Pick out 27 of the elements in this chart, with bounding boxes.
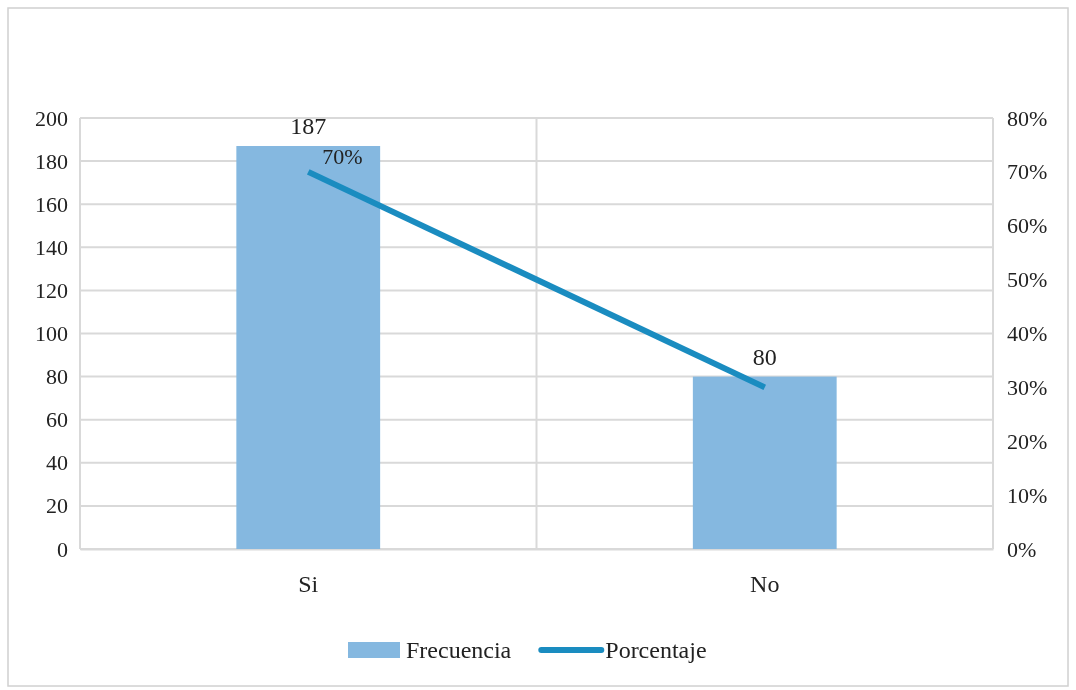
data-label: 70% <box>322 143 363 169</box>
legend-label: Porcentaje <box>605 637 707 663</box>
y-tick-label: 100 <box>35 321 68 347</box>
x-tick-label: No <box>750 571 780 598</box>
y-tick-label: 180 <box>35 148 68 174</box>
y-tick-label: 20 <box>46 493 68 519</box>
y-tick-label: 80 <box>46 364 68 390</box>
y2-tick-label: 70% <box>1007 159 1048 185</box>
x-tick-label: Si <box>298 571 319 598</box>
data-label: 80 <box>752 343 777 370</box>
y-tick-label: 0 <box>57 536 68 562</box>
y2-tick-label: 10% <box>1007 482 1048 508</box>
y2-tick-label: 40% <box>1007 321 1048 347</box>
y-tick-label: 40 <box>46 450 68 476</box>
y-tick-label: 140 <box>35 234 68 260</box>
y2-tick-label: 60% <box>1007 213 1048 239</box>
y-tick-label: 200 <box>35 105 68 131</box>
y2-tick-label: 80% <box>1007 105 1048 131</box>
y-tick-label: 160 <box>35 191 68 217</box>
legend-label: Frecuencia <box>406 637 512 663</box>
y2-tick-label: 0% <box>1007 536 1037 562</box>
y2-tick-label: 20% <box>1007 428 1048 454</box>
data-label: 187 <box>290 113 327 140</box>
y-tick-label: 120 <box>35 277 68 303</box>
y-tick-label: 60 <box>46 407 68 433</box>
y2-tick-label: 30% <box>1007 374 1048 400</box>
y2-tick-label: 50% <box>1007 267 1048 293</box>
